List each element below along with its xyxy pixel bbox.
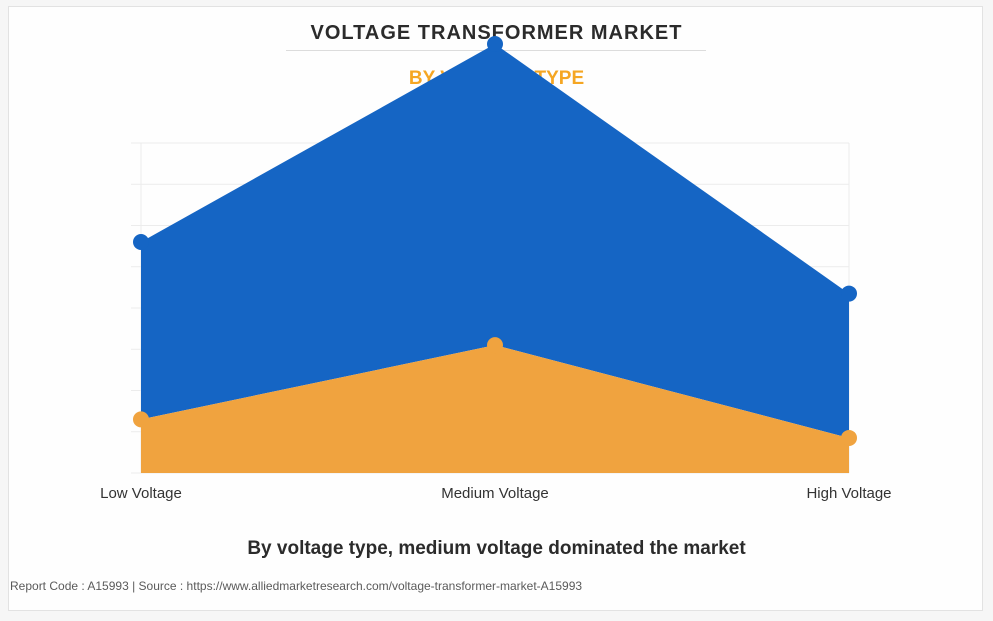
x-tick-label-high-voltage: High Voltage	[806, 485, 891, 502]
x-tick-label-medium-voltage: Medium Voltage	[441, 485, 549, 502]
point-2032-high-voltage	[841, 285, 857, 302]
area-series-2022	[141, 345, 849, 473]
point-2022-medium-voltage	[487, 337, 503, 354]
point-2022-high-voltage	[841, 429, 857, 446]
chart-title: VOLTAGE TRANSFORMER MARKET	[310, 22, 683, 44]
point-2032-low-voltage	[133, 234, 149, 250]
point-2022-low-voltage	[133, 411, 149, 428]
source-footer: Report Code : A15993 | Source : https://…	[10, 579, 583, 593]
chart-headline: By voltage type, medium voltage dominate…	[247, 538, 746, 559]
point-2032-medium-voltage	[487, 36, 503, 52]
x-tick-label-low-voltage: Low Voltage	[100, 485, 182, 502]
area-series-2032	[141, 44, 849, 438]
